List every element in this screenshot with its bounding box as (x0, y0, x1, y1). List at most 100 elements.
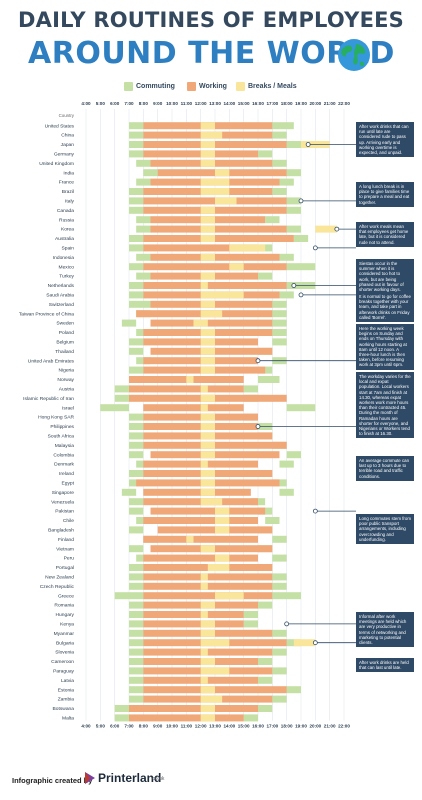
working-bar (129, 385, 244, 393)
commuting-bar (286, 225, 301, 233)
working-bar (143, 535, 258, 543)
country-label: India (63, 170, 74, 176)
commuting-bar (129, 131, 144, 139)
commuting-bar (136, 253, 151, 261)
legend-working-swatch (187, 82, 196, 91)
country-label: New Zealand (45, 575, 74, 581)
annotation-dot (312, 508, 318, 514)
break-bar (215, 197, 237, 205)
x-tick-label-bottom: 14:00 (223, 724, 235, 729)
country-label: Mexico (59, 264, 75, 270)
working-bar (143, 338, 258, 346)
break-bar (200, 404, 208, 412)
x-tick-label-bottom: 19:00 (295, 724, 307, 729)
x-tick-label-top: 20:00 (309, 101, 321, 106)
commuting-bar (136, 272, 151, 280)
commuting-bar (286, 451, 301, 459)
break-bar (186, 535, 194, 543)
country-label: Saudi Arabia (46, 293, 74, 299)
working-bar (143, 282, 287, 289)
routines-chart: 4:00 5:00 6:00 7:00 8:00 9:00 10:00 11:00 12:00 1… (19, 101, 356, 729)
commuting-bar (129, 300, 151, 308)
annotation-box: Here the working week begins on Sunday a… (356, 324, 414, 370)
x-tick-label-top: 11:00 (181, 101, 193, 106)
working-bar (143, 611, 244, 618)
working-bar (143, 517, 258, 524)
commuting-bar (129, 564, 144, 571)
commuting-bar (129, 263, 144, 271)
commuting-bar (129, 244, 144, 252)
commuting-bar (279, 178, 294, 186)
x-tick-label-bottom: 12:00 (195, 724, 207, 729)
commuting-bar (129, 470, 144, 477)
break-bar (200, 347, 215, 355)
working-bar (150, 225, 287, 233)
break-bar (215, 554, 230, 562)
commuting-bar (136, 225, 151, 233)
x-tick-label-top: 17:00 (266, 101, 278, 106)
country-label: Portugal (56, 565, 74, 571)
country-label: Austria (59, 387, 75, 393)
x-tick-label-top: 16:00 (252, 101, 264, 106)
commuting-bar (272, 629, 287, 637)
brand-text: Printerland (98, 771, 162, 785)
break-bar (200, 441, 215, 449)
commuting-bar (258, 272, 273, 280)
country-label: Islamic Republic of Iran (23, 396, 74, 402)
x-tick-label-top: 10:00 (166, 101, 178, 106)
commuting-bar (258, 366, 273, 374)
break-bar (200, 225, 215, 233)
country-label: Peru (64, 556, 75, 562)
break-bar (200, 159, 215, 167)
break-bar (215, 507, 230, 515)
annotation-box: After work meals mean that employees get… (356, 222, 414, 247)
working-bar (143, 488, 251, 496)
commuting-bar (258, 150, 273, 158)
x-tick-label-bottom: 8:00 (139, 724, 149, 729)
working-bar (143, 601, 258, 609)
country-label: Indonesia (53, 255, 74, 261)
annotation-box: The workday varies for the local and exp… (356, 372, 414, 439)
commuting-bar (129, 629, 144, 637)
commuting-bar (279, 488, 294, 496)
annotation-box: After work drinks that can run until lat… (356, 122, 414, 158)
working-bar (143, 404, 244, 412)
break-bar (200, 582, 208, 590)
commuting-bar (243, 385, 258, 393)
commuting-bar (272, 188, 287, 195)
commuting-bar (129, 366, 144, 374)
country-label: Italy (65, 199, 75, 205)
commuting-bar (129, 122, 144, 130)
commuting-bar (129, 451, 144, 459)
break-bar (200, 479, 215, 487)
commuting-bar (121, 319, 137, 327)
country-label: South Africa (48, 434, 75, 440)
working-bar (129, 705, 258, 712)
legend-commuting-label: Commuting (136, 83, 175, 90)
commuting-bar (129, 347, 144, 355)
commuting-bar (286, 263, 316, 271)
annotation-dot (298, 292, 304, 298)
country-label: Korea (61, 227, 74, 233)
working-bar (143, 554, 258, 562)
break-bar (215, 169, 230, 177)
working-bar (143, 592, 273, 600)
x-tick-label-bottom: 17:00 (266, 724, 278, 729)
commuting-bar (272, 573, 287, 581)
working-bar (143, 263, 287, 271)
break-bar (186, 376, 194, 383)
x-tick-label-bottom: 21:00 (324, 724, 336, 729)
annotation-box: After work drinks are held that can last… (356, 658, 414, 673)
commuting-bar (286, 404, 316, 412)
x-tick-label-top: 19:00 (295, 101, 307, 106)
commuting-bar (129, 686, 144, 694)
break-bar (200, 714, 215, 722)
evening-break-bar (293, 639, 316, 647)
annotation-dot (298, 198, 304, 204)
break-bar (200, 658, 215, 665)
commuting-bar (129, 441, 144, 449)
country-label: Colombia (53, 452, 74, 458)
commuting-bar (272, 592, 301, 600)
country-label: Poland (59, 330, 75, 336)
commuting-bar (129, 423, 144, 430)
